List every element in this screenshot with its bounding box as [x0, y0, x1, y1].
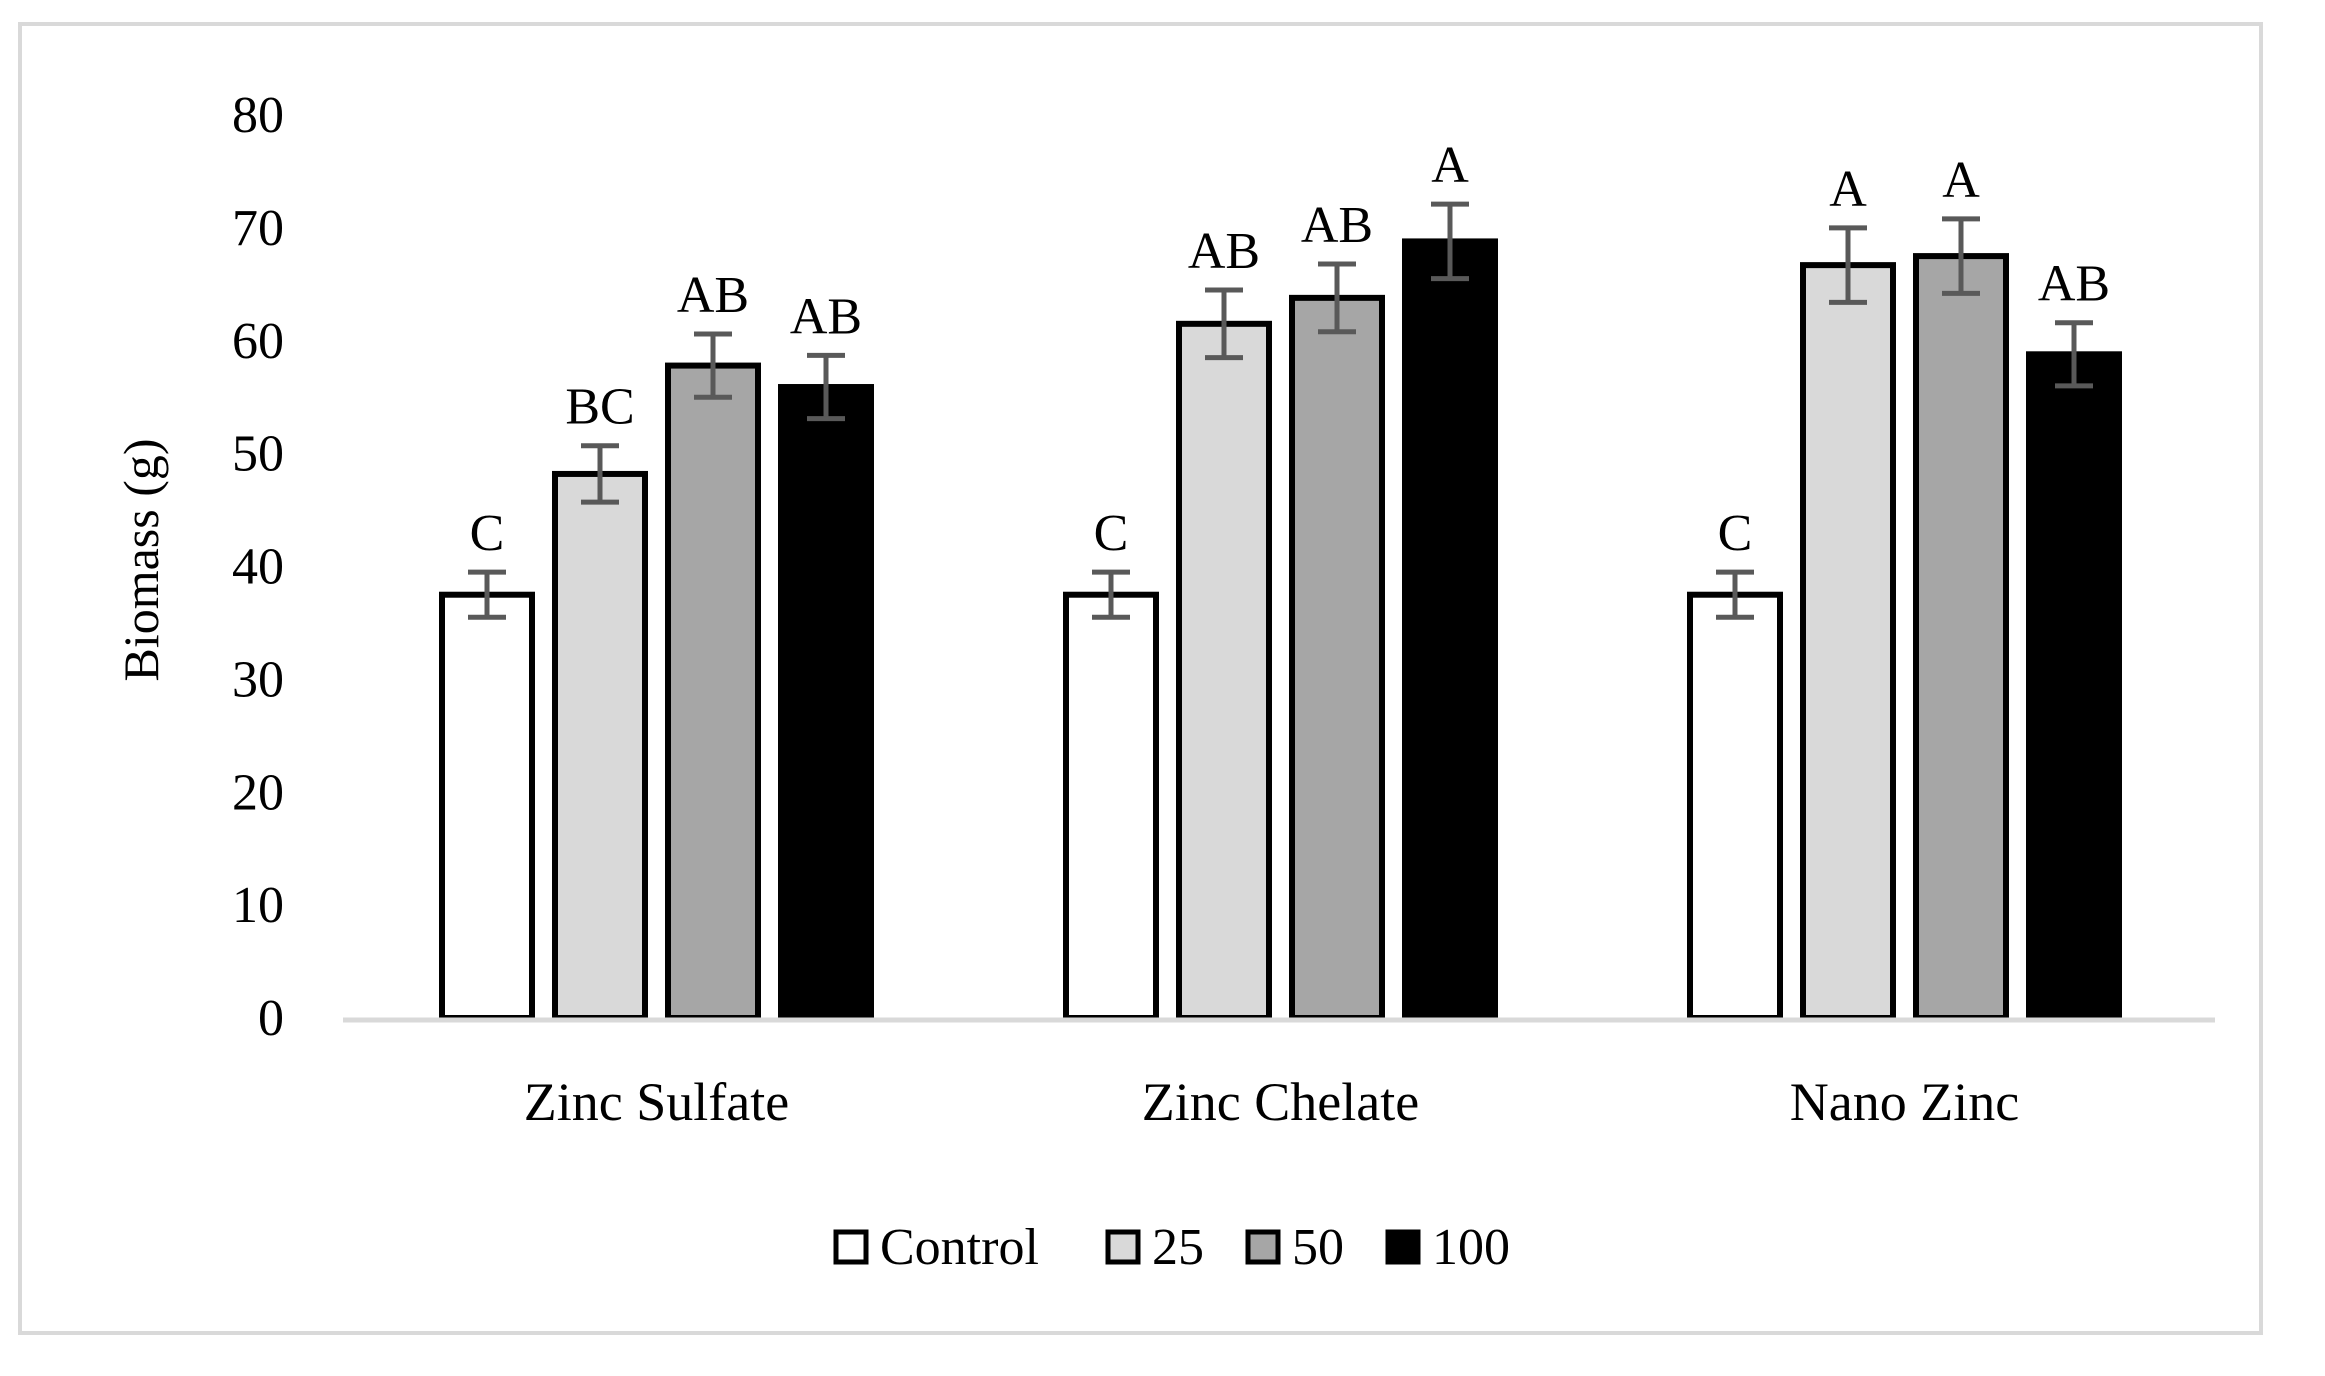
bar — [1176, 320, 1272, 1022]
bar — [778, 384, 874, 1021]
legend: Control 25 50 100 — [833, 1219, 1510, 1276]
legend-label: 50 — [1292, 1219, 1344, 1276]
bar — [665, 362, 761, 1021]
legend-swatch — [1385, 1229, 1421, 1265]
significance-letter: A — [1829, 161, 1867, 218]
bar — [1402, 238, 1498, 1022]
significance-letter: AB — [790, 288, 862, 345]
significance-letter: A — [1942, 152, 1980, 209]
legend-label: Control — [880, 1219, 1039, 1276]
y-tick-label: 20 — [232, 764, 284, 821]
y-tick-label: 80 — [232, 87, 284, 144]
legend-swatch — [1245, 1229, 1281, 1265]
bar — [1913, 253, 2009, 1021]
legend-label: 100 — [1432, 1219, 1510, 1276]
y-tick-label: 50 — [232, 426, 284, 483]
y-tick-label: 0 — [258, 990, 284, 1047]
significance-letter: C — [1718, 505, 1753, 562]
y-tick-label: 40 — [232, 539, 284, 596]
significance-letter: BC — [565, 379, 634, 436]
significance-letter: AB — [1188, 223, 1260, 280]
bar — [2026, 351, 2122, 1022]
bar — [1289, 294, 1385, 1022]
significance-letter: AB — [2038, 256, 2110, 313]
significance-letter: AB — [677, 267, 749, 324]
bar — [439, 591, 535, 1021]
x-category-label: Zinc Sulfate — [524, 1072, 789, 1132]
bar — [552, 470, 648, 1021]
legend-swatch — [833, 1229, 869, 1265]
significance-letter: C — [1094, 505, 1129, 562]
x-category-label: Zinc Chelate — [1142, 1072, 1419, 1132]
legend-swatch — [1105, 1229, 1141, 1265]
y-tick-label: 60 — [232, 313, 284, 370]
bars-group: C C C BC AB A AB AB A AB A AB — [439, 137, 2122, 1022]
legend-label: 25 — [1152, 1219, 1204, 1276]
bar — [1800, 262, 1896, 1021]
bar — [1063, 591, 1159, 1021]
y-tick-label: 70 — [232, 200, 284, 257]
significance-letter: A — [1431, 137, 1469, 194]
y-axis-ticks: 0 10 20 30 40 50 60 70 80 — [232, 87, 284, 1047]
y-tick-label: 10 — [232, 877, 284, 934]
significance-letter: C — [470, 505, 505, 562]
y-tick-label: 30 — [232, 651, 284, 708]
bar — [1687, 591, 1783, 1021]
y-axis-label: Biomass (g) — [113, 438, 169, 681]
x-axis-labels: Zinc Sulfate Zinc Chelate Nano Zinc — [524, 1072, 2019, 1132]
x-category-label: Nano Zinc — [1790, 1072, 2019, 1132]
significance-letter: AB — [1301, 197, 1373, 254]
